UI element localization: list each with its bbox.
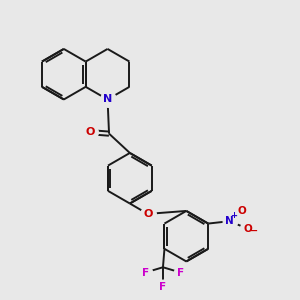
Text: O: O [85, 127, 94, 137]
Text: −: − [250, 226, 258, 236]
Text: F: F [142, 268, 149, 278]
Text: O: O [143, 209, 152, 219]
Text: N: N [225, 216, 234, 226]
Text: F: F [177, 268, 184, 278]
Text: O: O [238, 206, 247, 216]
Text: O: O [243, 224, 252, 234]
Text: +: + [231, 211, 238, 220]
Text: N: N [103, 94, 112, 104]
Text: F: F [159, 283, 167, 292]
